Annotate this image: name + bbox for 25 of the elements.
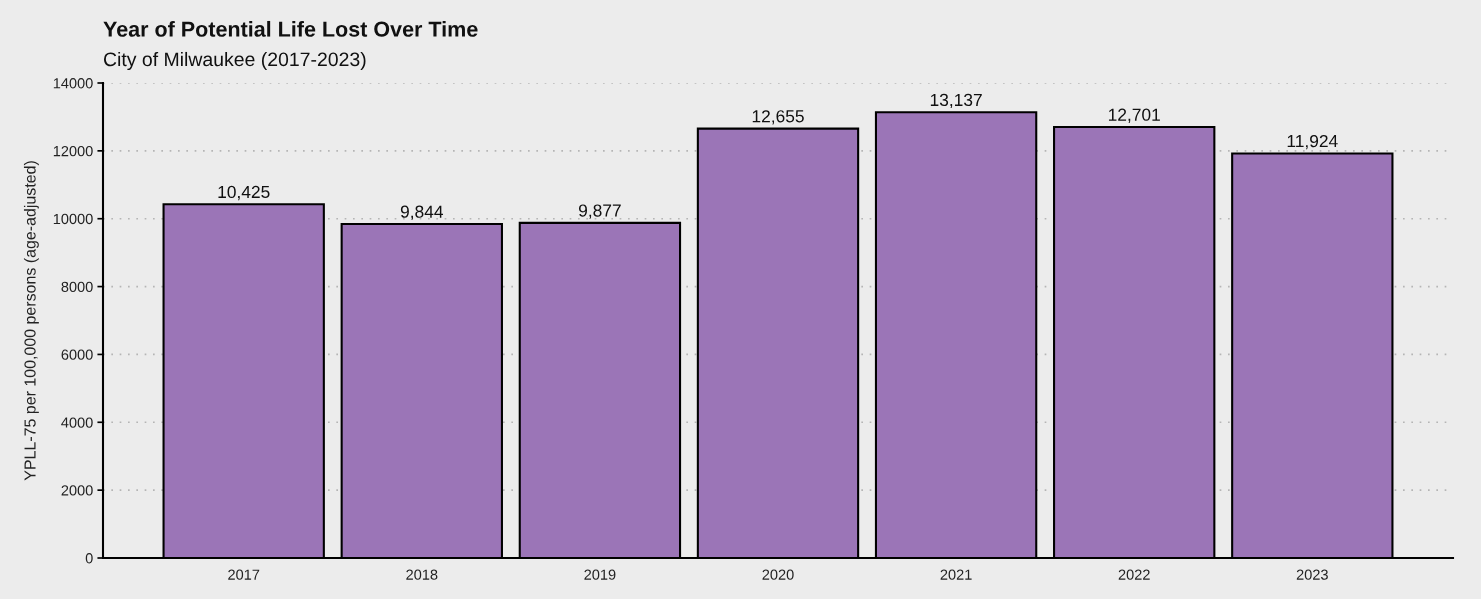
- x-tick-label: 2017: [228, 569, 260, 580]
- data-label: 13,137: [930, 93, 982, 109]
- y-tick-label: 14000: [53, 78, 93, 89]
- y-tick-label: 4000: [61, 417, 93, 428]
- chart-subtitle: City of Milwaukee (2017-2023): [103, 51, 366, 71]
- y-tick-label: 0: [85, 553, 93, 564]
- x-tick-label: 2023: [1296, 569, 1328, 580]
- y-tick-label: 10000: [53, 213, 93, 225]
- y-tick-label: 6000: [61, 349, 93, 360]
- x-tick-label: 2021: [940, 569, 972, 580]
- data-label: 11,924: [1287, 134, 1338, 150]
- chart-title: Year of Potential Life Lost Over Time: [103, 20, 478, 37]
- data-label: 9,877: [578, 204, 621, 219]
- data-label: 9,844: [400, 205, 444, 220]
- y-tick-label: 12000: [53, 145, 93, 157]
- y-tick-label: 2000: [61, 485, 93, 496]
- x-tick-label: 2020: [762, 569, 794, 580]
- x-tick-label: 2018: [406, 569, 438, 580]
- x-tick-label: 2022: [1118, 569, 1150, 580]
- y-tick-label: 8000: [61, 281, 93, 292]
- data-label: 12,655: [752, 110, 804, 125]
- data-label: 10,425: [218, 185, 270, 201]
- data-label: 12,701: [1108, 108, 1160, 123]
- y-axis-title: YPLL-75 per 100,000 persons (age-adjusted): [23, 161, 39, 481]
- x-tick-label: 2019: [584, 569, 616, 580]
